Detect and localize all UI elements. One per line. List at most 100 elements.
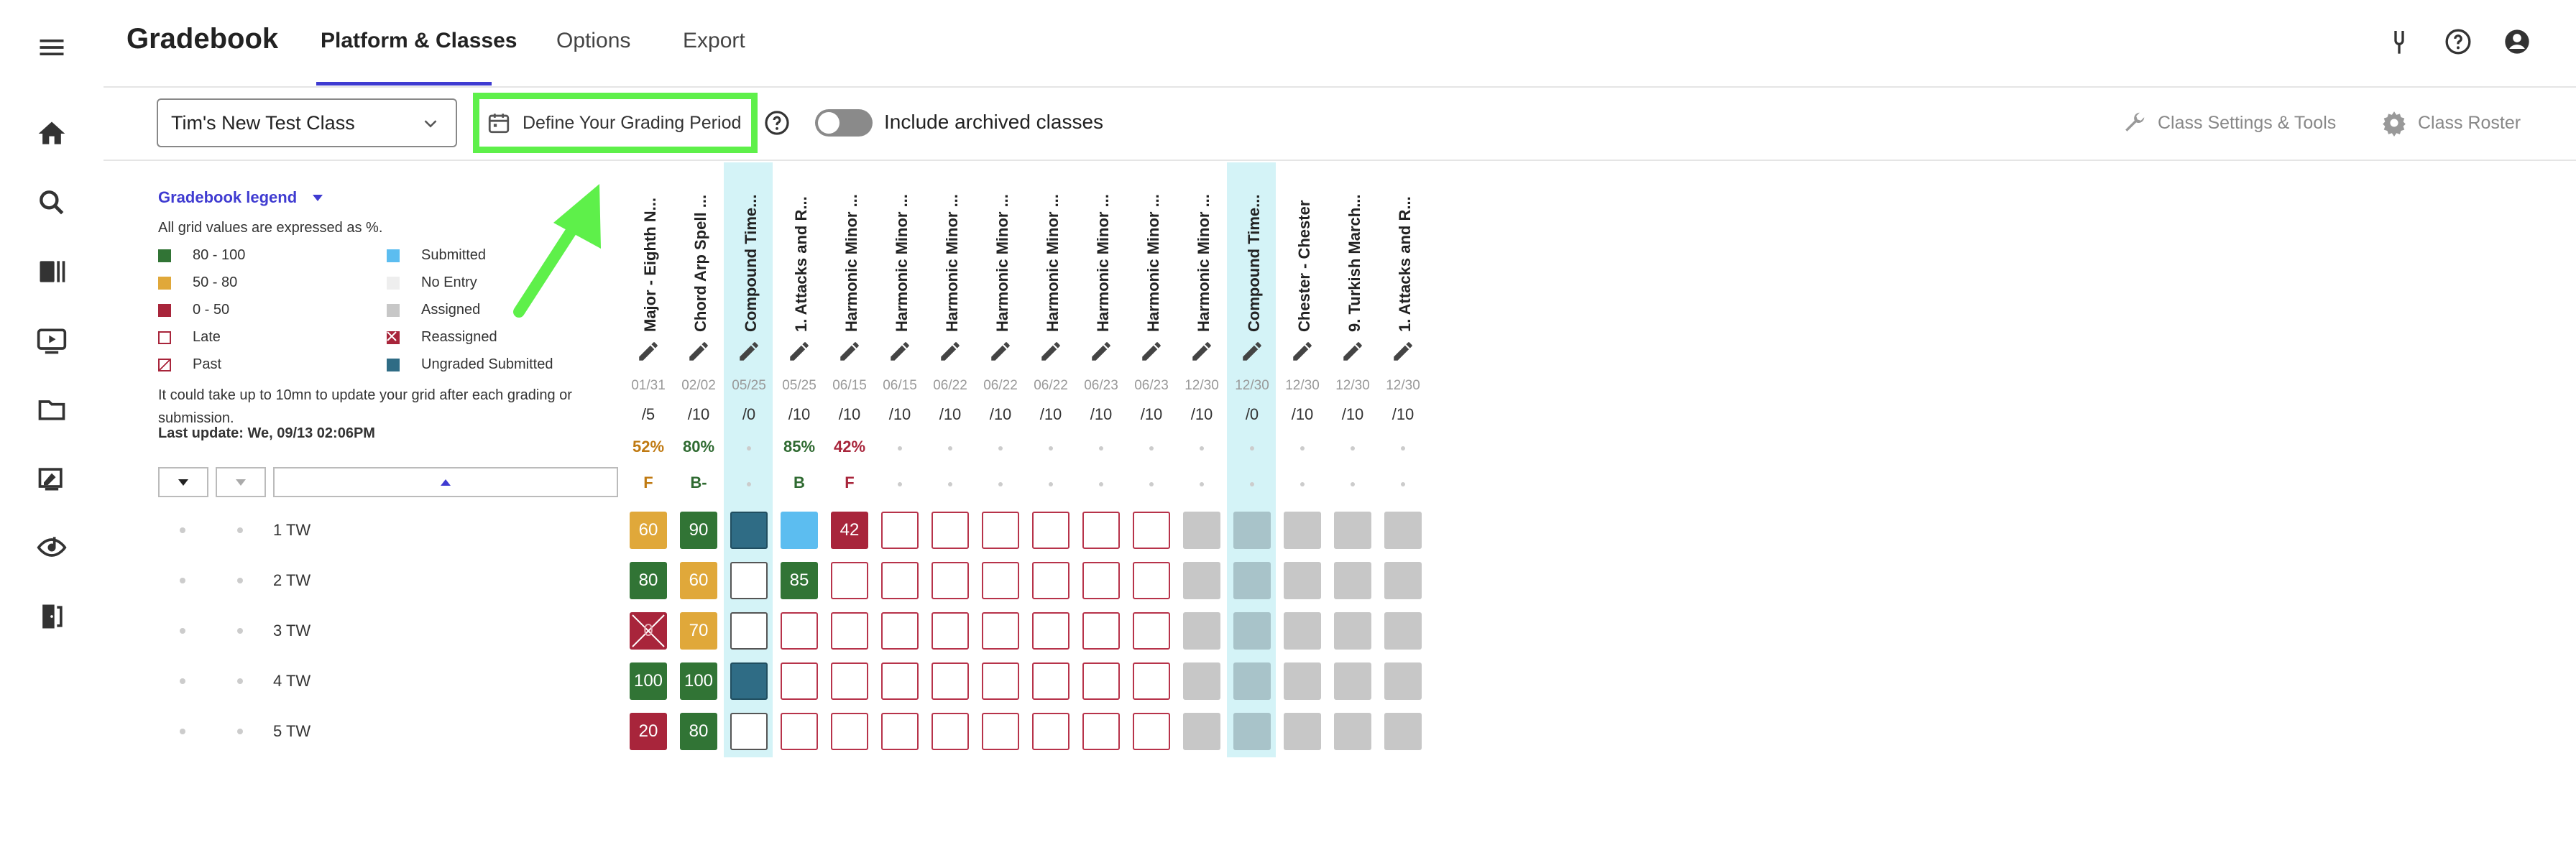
tab-platform-classes[interactable]: Platform & Classes: [321, 29, 518, 52]
edit-pencil-icon[interactable]: [986, 339, 1015, 368]
grade-cell[interactable]: [1082, 612, 1120, 650]
video-icon[interactable]: [32, 320, 72, 361]
listen-icon[interactable]: [32, 527, 72, 568]
edit-pencil-icon[interactable]: [886, 339, 914, 368]
edit-pencil-icon[interactable]: [1137, 339, 1166, 368]
grade-cell[interactable]: [1133, 512, 1170, 549]
grade-cell[interactable]: [1233, 713, 1271, 750]
assignment-column-header[interactable]: Harmonic Minor ...: [933, 188, 969, 332]
grade-cell[interactable]: 60: [630, 512, 667, 549]
edit-pencil-icon[interactable]: [684, 339, 713, 368]
grade-cell[interactable]: [781, 512, 818, 549]
grade-cell[interactable]: [1032, 662, 1070, 700]
edit-pencil-icon[interactable]: [1288, 339, 1317, 368]
grade-cell[interactable]: 20: [630, 713, 667, 750]
assignment-column-header[interactable]: Chester - Chester: [1285, 188, 1321, 332]
grade-cell[interactable]: [1334, 512, 1371, 549]
grade-cell[interactable]: [1334, 612, 1371, 650]
folder-icon[interactable]: [32, 389, 72, 430]
grade-cell[interactable]: [1384, 562, 1422, 599]
tab-options[interactable]: Options: [556, 29, 631, 52]
grade-cell[interactable]: [881, 512, 919, 549]
grading-help-icon[interactable]: [763, 109, 791, 140]
grade-cell[interactable]: [1133, 713, 1170, 750]
assignment-column-header[interactable]: Harmonic Minor ...: [1084, 188, 1120, 332]
assignment-column-header[interactable]: Compound Time...: [732, 188, 768, 332]
assignment-column-header[interactable]: Harmonic Minor ...: [883, 188, 919, 332]
grade-cell[interactable]: [1384, 512, 1422, 549]
grade-cell[interactable]: [932, 562, 969, 599]
class-roster-button[interactable]: Class Roster: [2380, 109, 2521, 137]
tab-export[interactable]: Export: [683, 29, 745, 52]
assignment-column-header[interactable]: Chord Arp Spell ...: [681, 188, 717, 332]
grade-cell[interactable]: [1082, 662, 1120, 700]
grade-cell[interactable]: [1384, 662, 1422, 700]
grade-cell[interactable]: [1384, 713, 1422, 750]
grade-cell[interactable]: 0: [630, 612, 667, 650]
grade-cell[interactable]: 100: [680, 662, 717, 700]
student-name[interactable]: 4 TW: [273, 672, 311, 690]
grade-cell[interactable]: [831, 662, 868, 700]
student-name[interactable]: 3 TW: [273, 622, 311, 639]
edit-pencil-icon[interactable]: [1187, 339, 1216, 368]
grade-cell[interactable]: 80: [680, 713, 717, 750]
grade-cell[interactable]: 42: [831, 512, 868, 549]
assignment-column-header[interactable]: Harmonic Minor ...: [1184, 188, 1220, 332]
grade-cell[interactable]: [1334, 562, 1371, 599]
grade-cell[interactable]: [781, 612, 818, 650]
grade-cell[interactable]: [1183, 713, 1220, 750]
grade-cell[interactable]: [932, 612, 969, 650]
home-icon[interactable]: [32, 114, 72, 154]
grade-cell[interactable]: [1334, 713, 1371, 750]
legend-toggle[interactable]: Gradebook legend: [158, 188, 618, 207]
assignment-column-header[interactable]: Major - Eighth N...: [631, 188, 667, 332]
grade-cell[interactable]: [1183, 612, 1220, 650]
grade-cell[interactable]: 80: [630, 562, 667, 599]
grade-cell[interactable]: [881, 612, 919, 650]
edit-pencil-icon[interactable]: [1087, 339, 1116, 368]
assignment-column-header[interactable]: Harmonic Minor ...: [1134, 188, 1170, 332]
grade-cell[interactable]: [831, 562, 868, 599]
filter-dropdown[interactable]: [216, 467, 266, 497]
grade-cell[interactable]: [831, 713, 868, 750]
assignment-column-header[interactable]: Compound Time...: [1235, 188, 1271, 332]
student-name[interactable]: 5 TW: [273, 722, 311, 740]
grade-cell[interactable]: [982, 512, 1019, 549]
grade-cell[interactable]: [1183, 662, 1220, 700]
student-sort-header[interactable]: [273, 467, 618, 497]
grade-cell[interactable]: [1284, 512, 1321, 549]
grade-cell[interactable]: 85: [781, 562, 818, 599]
edit-pencil-icon[interactable]: [936, 339, 965, 368]
grade-cell[interactable]: [932, 662, 969, 700]
grade-cell[interactable]: [932, 713, 969, 750]
archived-classes-toggle[interactable]: [815, 109, 873, 137]
help-icon[interactable]: [2441, 24, 2475, 59]
grade-cell[interactable]: [730, 612, 768, 650]
grade-cell[interactable]: [881, 662, 919, 700]
grade-cell[interactable]: [781, 713, 818, 750]
grade-cell[interactable]: [1284, 662, 1321, 700]
grade-cell[interactable]: 100: [630, 662, 667, 700]
grade-cell[interactable]: [730, 562, 768, 599]
grade-cell[interactable]: [932, 512, 969, 549]
assignment-column-header[interactable]: Harmonic Minor ...: [983, 188, 1019, 332]
assignment-column-header[interactable]: 1. Attacks and R...: [1386, 188, 1422, 332]
edit-pencil-icon[interactable]: [785, 339, 814, 368]
grade-cell[interactable]: [1233, 512, 1271, 549]
assignment-icon[interactable]: [32, 458, 72, 499]
edit-pencil-icon[interactable]: [1036, 339, 1065, 368]
grade-cell[interactable]: [982, 612, 1019, 650]
grade-cell[interactable]: [1133, 662, 1170, 700]
grade-cell[interactable]: [1384, 612, 1422, 650]
account-icon[interactable]: [2500, 24, 2534, 59]
sort-dropdown[interactable]: [158, 467, 208, 497]
grade-cell[interactable]: [881, 562, 919, 599]
assignment-column-header[interactable]: Harmonic Minor ...: [832, 188, 868, 332]
grade-cell[interactable]: 70: [680, 612, 717, 650]
class-settings-button[interactable]: Class Settings & Tools: [2120, 109, 2336, 137]
grade-cell[interactable]: [982, 562, 1019, 599]
grade-cell[interactable]: [1233, 562, 1271, 599]
grade-cell[interactable]: [881, 713, 919, 750]
edit-pencil-icon[interactable]: [634, 339, 663, 368]
exit-icon[interactable]: [32, 596, 72, 637]
